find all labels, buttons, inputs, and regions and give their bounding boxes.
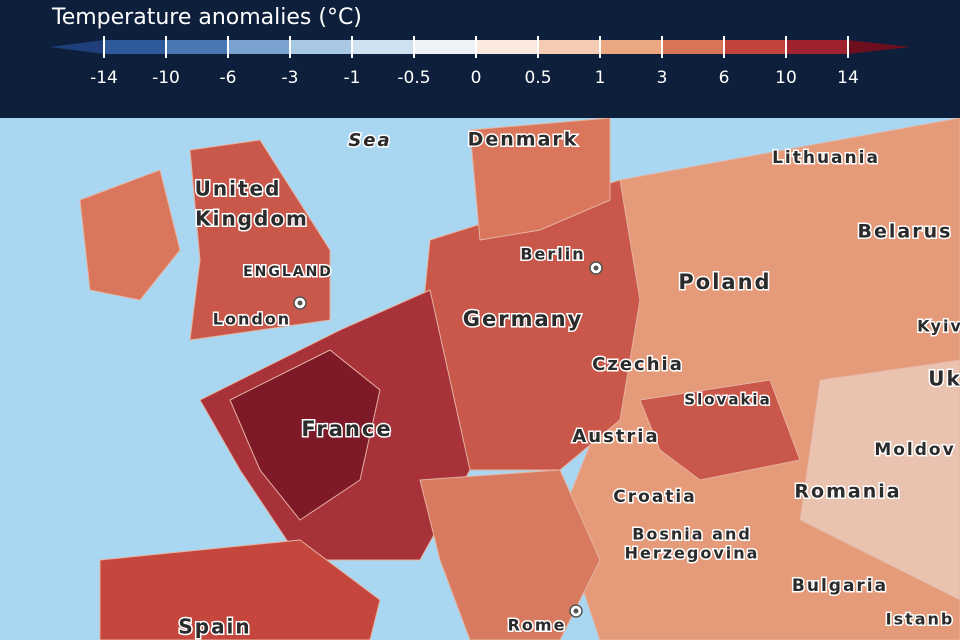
color-step [166, 40, 228, 54]
place-label: Bulgaria [792, 576, 888, 596]
arrow-low [50, 40, 104, 54]
place-label: Istanb [886, 610, 955, 629]
place-label: Berlin [520, 245, 585, 264]
tick-label: 1 [595, 68, 606, 88]
place-label: Denmark [468, 129, 579, 151]
color-step [414, 40, 476, 54]
tick-label: 3 [657, 68, 668, 88]
place-label: Bosnia and [632, 525, 752, 544]
place-label: Uk [928, 367, 960, 391]
legend-ticks: -14 -10 -6 -3 -1 -0.5 0 0.5 1 3 6 10 14 [90, 36, 859, 88]
color-step [724, 40, 786, 54]
color-step [228, 40, 290, 54]
tick-label: 0.5 [524, 68, 551, 88]
place-label: Kyiv [917, 317, 960, 336]
tick-label: -3 [282, 68, 299, 88]
legend-panel [0, 0, 960, 118]
place-label: London [213, 310, 291, 329]
place-labels: Sea Denmark Lithuania United Kingdom Belarus B… [177, 127, 960, 640]
place-label: Kingdom [195, 207, 309, 231]
color-step [352, 40, 414, 54]
color-step [538, 40, 600, 54]
place-label: ENGLAND [243, 264, 333, 280]
place-label: Moldov [874, 440, 955, 460]
place-label: Belarus [858, 221, 953, 243]
color-step [786, 40, 848, 54]
tick-label: -0.5 [397, 68, 430, 88]
city-marker-dot [593, 265, 599, 271]
place-label: Germany [463, 307, 584, 331]
place-label: Slovakia [684, 391, 771, 409]
color-step [476, 40, 538, 54]
tick-label: -1 [344, 68, 361, 88]
place-label: France [301, 417, 392, 441]
tick-label: -14 [90, 68, 118, 88]
place-label: Herzegovina [625, 544, 760, 563]
place-label: Sea [348, 130, 391, 151]
land [79, 117, 960, 640]
color-step [600, 40, 662, 54]
arrow-high [848, 40, 910, 54]
color-bar [50, 40, 910, 54]
city-marker-dot [573, 608, 579, 614]
place-label: United [195, 177, 282, 201]
color-step [290, 40, 352, 54]
place-label: Czechia [592, 354, 684, 375]
legend-title: Temperature anomalies (°C) [51, 5, 362, 30]
place-label: Spain [178, 615, 251, 639]
tick-label: 6 [719, 68, 730, 88]
city-marker-dot [297, 300, 303, 306]
place-label: Romania [794, 481, 901, 503]
tick-label: 10 [775, 68, 797, 88]
tick-label: 0 [471, 68, 482, 88]
place-label: Poland [678, 270, 771, 294]
tick-label: 14 [837, 68, 859, 88]
tick-label: -10 [152, 68, 180, 88]
place-label: Croatia [613, 487, 696, 507]
color-step [104, 40, 166, 54]
place-label: Austria [572, 426, 659, 447]
tick-label: -6 [220, 68, 237, 88]
color-step [662, 40, 724, 54]
place-label: Lithuania [772, 148, 880, 168]
place-label: Rome [508, 616, 567, 635]
